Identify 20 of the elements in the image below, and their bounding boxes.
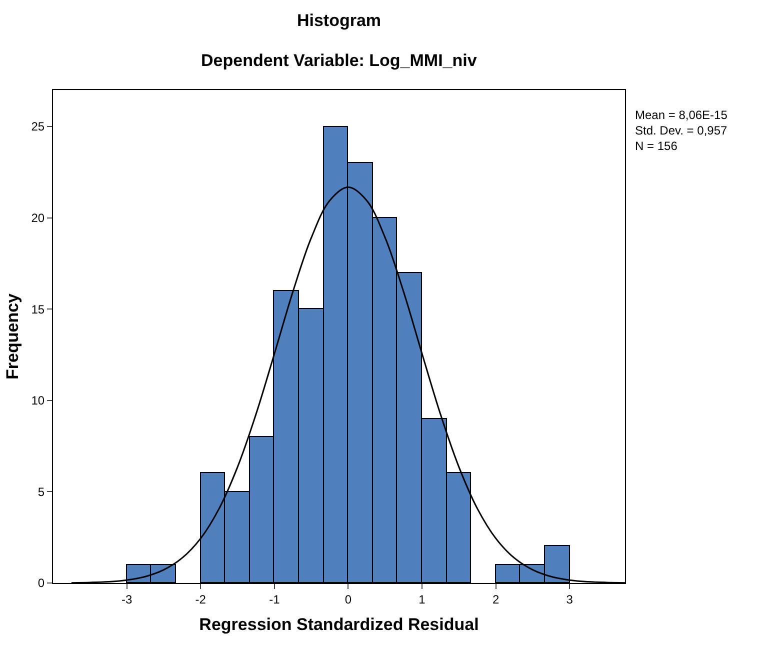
chart-title: Histogram (296, 10, 382, 30)
y-tick-label: 15 (31, 302, 45, 316)
text: N = 156 (635, 139, 678, 154)
y-axis-title: Frequency (2, 292, 22, 380)
text: Mean = 8,06E-15 (635, 108, 728, 122)
y-tick-label: 20 (31, 211, 45, 226)
y-tick-label: 10 (31, 394, 45, 408)
x-tick-label: -1 (269, 592, 280, 606)
x-tick-label: -2 (195, 592, 206, 606)
x-tick-label: 1 (418, 592, 426, 606)
y-tick-label: 5 (38, 484, 45, 499)
x-tick-label: 0 (344, 592, 352, 606)
text: Std. Dev. = 0,957 (635, 124, 728, 138)
x-axis-title: Regression Standardized Residual (199, 614, 479, 634)
x-tick-label: -3 (121, 592, 132, 606)
y-tick-label: 0 (38, 576, 45, 590)
x-tick-label: 2 (492, 592, 500, 606)
x-tick-label: 3 (566, 592, 574, 606)
chart-subtitle: Dependent Variable: Log_MMI_niv (201, 51, 478, 70)
y-tick-label: 25 (31, 120, 45, 134)
